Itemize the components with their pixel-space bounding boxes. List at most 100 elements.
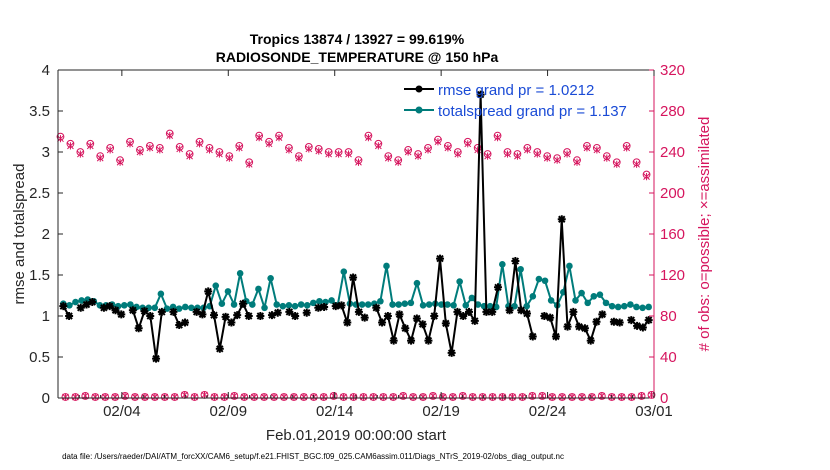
rmse-point [493,283,502,292]
spread-point [425,301,433,308]
y-tick-label-right: 0 [660,390,668,407]
assimilated-obs-marker [374,142,382,150]
assimilated-obs-marker [181,391,189,399]
spread-point [401,300,409,308]
assimilated-obs-marker [409,393,417,401]
spread-point [267,274,274,282]
assimilated-obs-marker [389,393,397,401]
assimilated-obs-marker [240,393,248,401]
spread-point [72,298,79,306]
assimilated-obs-marker [295,154,303,162]
rmse-point [592,317,601,326]
assimilated-obs-marker [519,393,526,401]
x-tick-label: 02/14 [316,403,354,420]
spread-point [297,301,305,308]
assimilated-obs-marker [633,160,640,168]
rmse-point [470,316,479,325]
assimilated-obs-marker [370,393,377,401]
assimilated-obs-marker [156,146,164,154]
rmse-point [401,324,410,333]
rmse-point [633,321,642,330]
rmse-point [424,336,433,345]
rmse-point [436,254,445,263]
assimilated-obs-marker [300,393,308,401]
rmse-point [302,308,311,317]
y-tick-label-right: 240 [660,144,685,161]
assimilated-obs-marker [618,393,626,401]
y-tick-label-left: 2.5 [29,185,50,202]
assimilated-obs-marker [146,144,154,152]
spread-point [547,297,555,304]
assimilated-obs-marker [225,154,233,162]
rmse-point [99,303,108,312]
rmse-point [482,307,491,316]
rmse-point [511,257,520,266]
rmse-point [337,301,346,310]
assimilated-obs-marker [265,140,273,148]
rmse-point [215,344,224,353]
rmse-point [522,309,531,318]
assimilated-obs-marker [588,393,596,401]
rmse-point [575,322,584,331]
assimilated-obs-marker [489,393,496,401]
assimilated-obs-marker [613,160,621,168]
spread-point [474,301,482,308]
assimilated-obs-marker [305,145,313,153]
rmse-point [586,336,595,345]
rmse-point [152,354,161,363]
assimilated-obs-marker [285,146,293,154]
spread-point [303,302,311,309]
rmse-point [291,312,300,320]
assimilated-obs-marker [186,152,193,160]
spread-point [279,302,287,310]
assimilated-obs-marker [350,393,357,401]
assimilated-obs-marker [72,393,79,401]
ticks-group: 00.511.522.533.5404080120160200240280320… [29,62,685,420]
assimilated-obs-marker [419,393,427,401]
assimilated-obs-marker [558,393,566,401]
assimilated-obs-marker [171,393,179,401]
assimilated-obs-marker [67,142,74,150]
x-tick-label: 02/24 [529,403,567,420]
chart-title-line1: Tropics 13874 / 13927 = 99.619% [250,31,465,47]
assimilated-obs-marker [404,148,412,156]
spread-point [181,303,189,311]
rmse-point [598,310,607,319]
rmse-point [551,332,560,341]
assimilated-obs-marker [62,393,69,401]
y-tick-label-right: 320 [660,62,685,79]
legend-spread-label: totalspread grand pr = 1.137 [438,103,627,120]
rmse-series-group [59,90,653,363]
assimilated-obs-marker [335,150,342,158]
assimilated-obs-marker [628,393,636,401]
assimilated-obs-marker [126,140,134,148]
spread-point [291,302,299,310]
assimilated-obs-marker [379,393,387,401]
spread-point [340,268,348,276]
spread-point [285,302,293,309]
rmse-point [383,312,392,320]
rmse-point [157,307,166,316]
right-axis-group [56,129,656,401]
assimilated-obs-marker [583,144,591,152]
y-tick-label-left: 2 [42,226,50,243]
x-axis-label: Feb.01,2019 00:00:00 start [266,427,447,444]
spread-point [462,302,470,309]
assimilated-obs-marker [76,150,84,158]
spread-point [620,302,628,310]
y-tick-label-left: 3.5 [29,103,50,120]
assimilated-obs-marker [315,147,323,155]
spread-point [249,301,256,308]
assimilated-obs-marker [111,393,119,401]
assimilated-obs-marker [260,393,268,401]
rmse-point [331,302,340,311]
rmse-point [488,307,497,316]
assimilated-obs-marker [563,150,571,158]
spread-point [529,293,537,300]
spread-point [395,301,402,308]
rmse-point [476,90,485,99]
spread-point [157,290,165,298]
rmse-point [198,310,207,319]
spread-point [188,304,195,312]
assimilated-obs-marker [414,152,422,160]
